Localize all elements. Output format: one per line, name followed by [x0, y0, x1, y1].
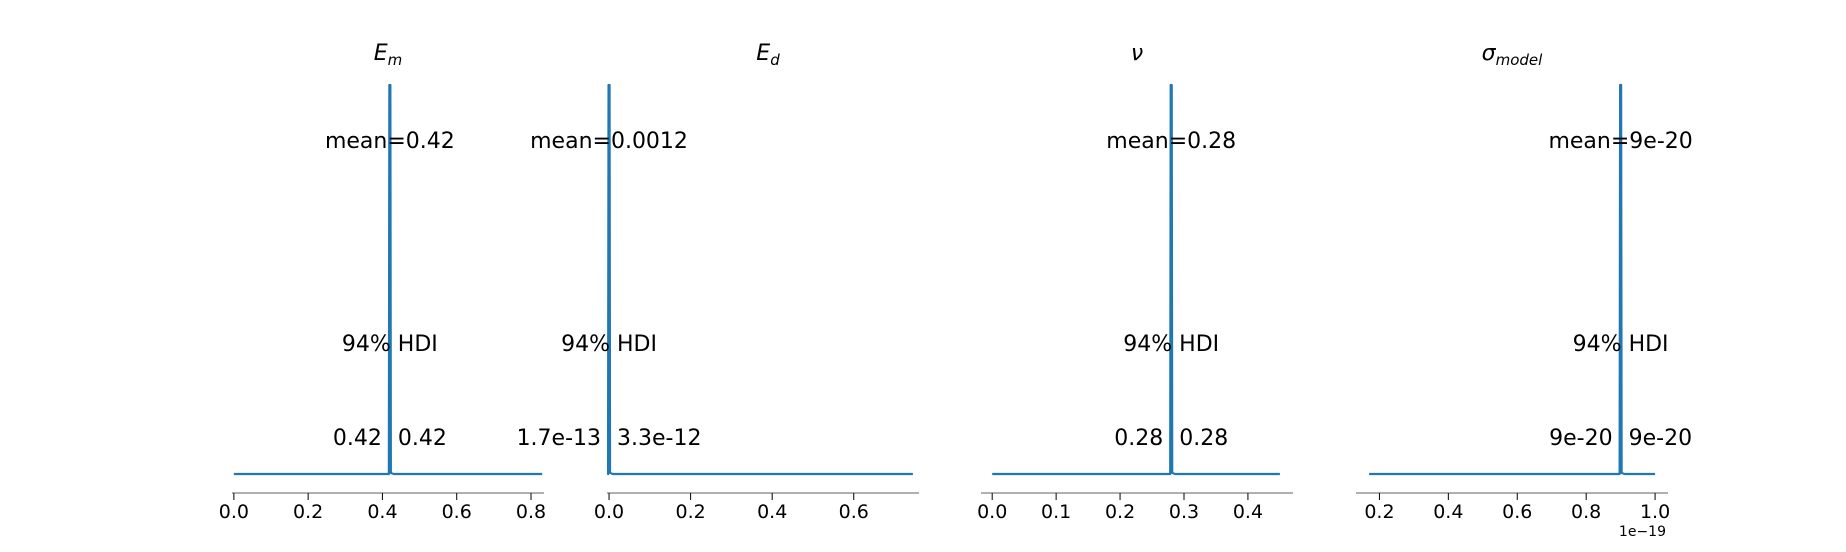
panel-title-subscript: m — [388, 51, 403, 69]
hdi-low-value: 0.42 — [333, 426, 382, 451]
panel-title: Em — [374, 41, 403, 69]
panel-title-main: σ — [1482, 41, 1497, 66]
x-tick-label: 0.6 — [442, 501, 472, 523]
x-tick-label: 0.2 — [293, 501, 323, 523]
panel-title-main: E — [756, 41, 770, 66]
mean-annotation: mean=0.0012 — [530, 129, 688, 154]
x-tick-label: 0.4 — [1433, 501, 1463, 523]
density-line — [1369, 83, 1656, 476]
x-tick-label: 0.4 — [367, 501, 397, 523]
hdi-label: 94% HDI — [561, 332, 657, 357]
mean-annotation: mean=9e-20 — [1548, 129, 1692, 154]
density-line — [233, 83, 543, 476]
x-tick-label: 0.0 — [219, 501, 249, 523]
mean-annotation: mean=0.28 — [1106, 129, 1236, 154]
x-tick-label: 0.2 — [1105, 501, 1135, 523]
panel-title-main: E — [374, 41, 388, 66]
x-axis-offset-label: 1e−19 — [1619, 524, 1666, 540]
hdi-high-value: 9e-20 — [1629, 426, 1692, 451]
panel-title: ν — [1131, 41, 1143, 66]
hdi-label: 94% HDI — [1123, 332, 1219, 357]
hdi-label: 94% HDI — [1573, 332, 1669, 357]
hdi-low-value: 1.7e-13 — [517, 426, 601, 451]
x-tick-label: 0.2 — [1364, 501, 1394, 523]
x-tick-label: 0.4 — [1233, 501, 1263, 523]
x-tick-label: 0.3 — [1169, 501, 1199, 523]
hdi-label: 94% HDI — [342, 332, 438, 357]
hdi-low-value: 0.28 — [1114, 426, 1163, 451]
density-line — [606, 83, 913, 476]
hdi-high-value: 0.42 — [398, 426, 447, 451]
hdi-high-value: 3.3e-12 — [617, 426, 701, 451]
panel-title: σmodel — [1482, 41, 1543, 69]
x-tick-label: 0.6 — [1502, 501, 1532, 523]
x-tick-label: 0.8 — [516, 501, 546, 523]
x-tick-label: 0.6 — [839, 501, 869, 523]
x-tick-label: 0.4 — [757, 501, 787, 523]
x-tick-label: 0.2 — [675, 501, 705, 523]
panel-title-subscript: model — [1496, 51, 1544, 69]
x-tick-label: 1.0 — [1640, 501, 1670, 523]
density-line — [992, 83, 1280, 476]
x-tick-label: 0.1 — [1041, 501, 1071, 523]
panel-title-subscript: d — [770, 51, 780, 69]
x-tick-label: 0.0 — [594, 501, 624, 523]
panel-title: Ed — [756, 41, 780, 69]
hdi-low-value: 9e-20 — [1549, 426, 1612, 451]
panel-3: ν mean=0.28 94% HDI 0.28 0.28 0.0 0.1 0.2 0.3 0.4 — [977, 41, 1293, 523]
panel-4: σmodel mean=9e-20 94% HDI 9e-20 9e-20 0.2 0.4 0… — [1356, 41, 1693, 540]
panel-title-main: ν — [1131, 41, 1143, 66]
x-tick-label: 0.8 — [1571, 501, 1601, 523]
mean-annotation: mean=0.42 — [325, 129, 455, 154]
panel-1: Em mean=0.42 94% HDI 0.42 0.42 0.0 0.2 0.4 0.6 0.… — [219, 41, 546, 523]
hdi-high-value: 0.28 — [1179, 426, 1228, 451]
x-tick-label: 0.0 — [977, 501, 1007, 523]
panel-2: Ed mean=0.0012 94% HDI 1.7e-13 3.3e-12 0.0 0.2… — [517, 41, 919, 523]
